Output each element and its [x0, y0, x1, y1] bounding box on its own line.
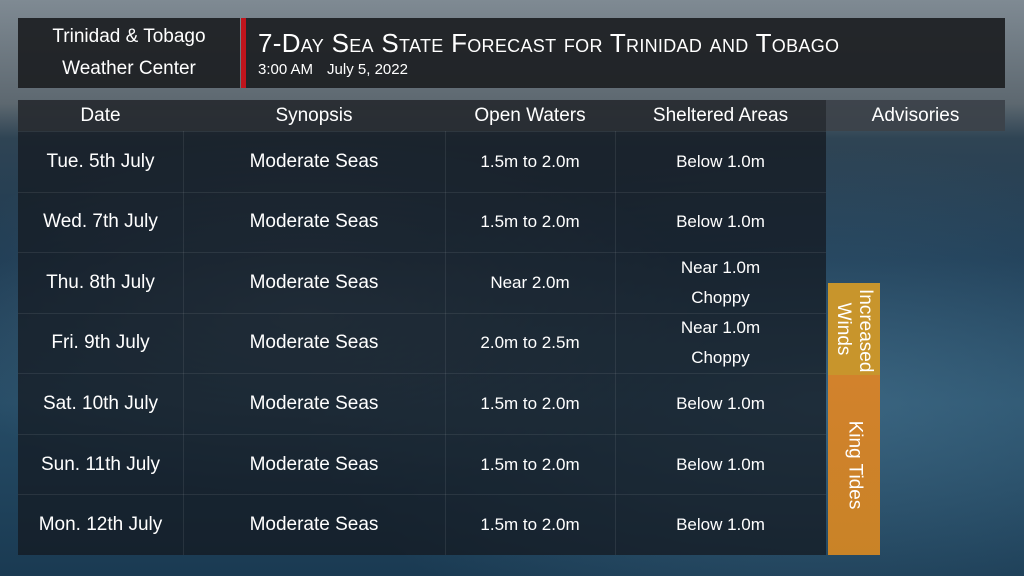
table-cell: Below 1.0m [615, 494, 826, 555]
table-body [18, 131, 826, 555]
issue-time: 3:00 AM [258, 61, 314, 78]
table-cell: 2.0m to 2.5m [445, 312, 615, 374]
table-cell: Mon. 12th July [18, 494, 183, 555]
table-cell: Moderate Seas [183, 312, 445, 374]
cell-line: Choppy [691, 348, 750, 368]
table-cell: Moderate Seas [183, 252, 445, 313]
title: 7-Day Sea State Forecast for Trinidad an… [258, 28, 840, 58]
table-cell: Near 1.0m Choppy [615, 312, 826, 374]
table-cell: Moderate Seas [183, 433, 445, 495]
title-box: 7-Day Sea State Forecast for Trinidad an… [246, 18, 1005, 88]
table-cell: Moderate Seas [183, 131, 445, 192]
advisory-label: Increased Winds [833, 289, 876, 373]
table-cell: Below 1.0m [615, 433, 826, 495]
column-header: Synopsis [183, 100, 445, 131]
table-cell: Below 1.0m [615, 191, 826, 253]
accent-bar [241, 18, 246, 88]
table-cell: Wed. 7th July [18, 191, 183, 253]
cell-line: Near 1.0m [680, 257, 761, 277]
table-cell: 1.5m to 2.0m [445, 494, 615, 555]
issue-date: July 5, 2022 [327, 61, 408, 78]
table-cell: Below 1.0m [615, 131, 826, 192]
cell-line: Below 1.0m [676, 212, 765, 232]
table-cell: 1.5m to 2.0m [445, 373, 615, 434]
table-cell: Below 1.0m [615, 373, 826, 434]
cell-line: Below 1.0m [676, 515, 765, 535]
org-line: Trinidad & Tobago [52, 26, 206, 47]
advisory-label: King Tides [844, 420, 866, 510]
advisory-winds: Increased Winds [828, 283, 880, 375]
table-cell: 1.5m to 2.0m [445, 433, 615, 495]
table-cell: Fri. 9th July [18, 312, 183, 374]
table-cell: Moderate Seas [183, 494, 445, 555]
column-header: Sheltered Areas [615, 100, 826, 131]
column-divider [183, 131, 184, 555]
column-header: Advisories [826, 100, 1005, 131]
org-box: Trinidad & Tobago Weather Center [18, 18, 240, 88]
subtitle: 3:00 AM July 5, 2022 [258, 61, 1005, 78]
column-header: Open Waters [445, 100, 615, 131]
table-cell: Moderate Seas [183, 191, 445, 253]
cell-line: Below 1.0m [676, 454, 765, 474]
cell-line: Near 1.0m [680, 318, 761, 338]
table-cell: Tue. 5th July [18, 131, 183, 192]
table-cell: Near 2.0m [445, 252, 615, 313]
cell-line: Below 1.0m [676, 151, 765, 171]
cell-line: Choppy [691, 287, 750, 307]
cell-line: Below 1.0m [676, 394, 765, 414]
table-cell: Thu. 8th July [18, 252, 183, 313]
advisory-tides: King Tides [828, 375, 880, 555]
table-cell: Moderate Seas [183, 373, 445, 434]
column-divider [615, 131, 616, 555]
table-cell: Sun. 11th July [18, 433, 183, 495]
table-cell: 1.5m to 2.0m [445, 131, 615, 192]
column-divider [445, 131, 446, 555]
column-header: Date [18, 100, 183, 131]
table-cell: Sat. 10th July [18, 373, 183, 434]
org-line: Weather Center [62, 58, 196, 79]
table-cell: Near 1.0m Choppy [615, 252, 826, 313]
table-cell: 1.5m to 2.0m [445, 191, 615, 253]
